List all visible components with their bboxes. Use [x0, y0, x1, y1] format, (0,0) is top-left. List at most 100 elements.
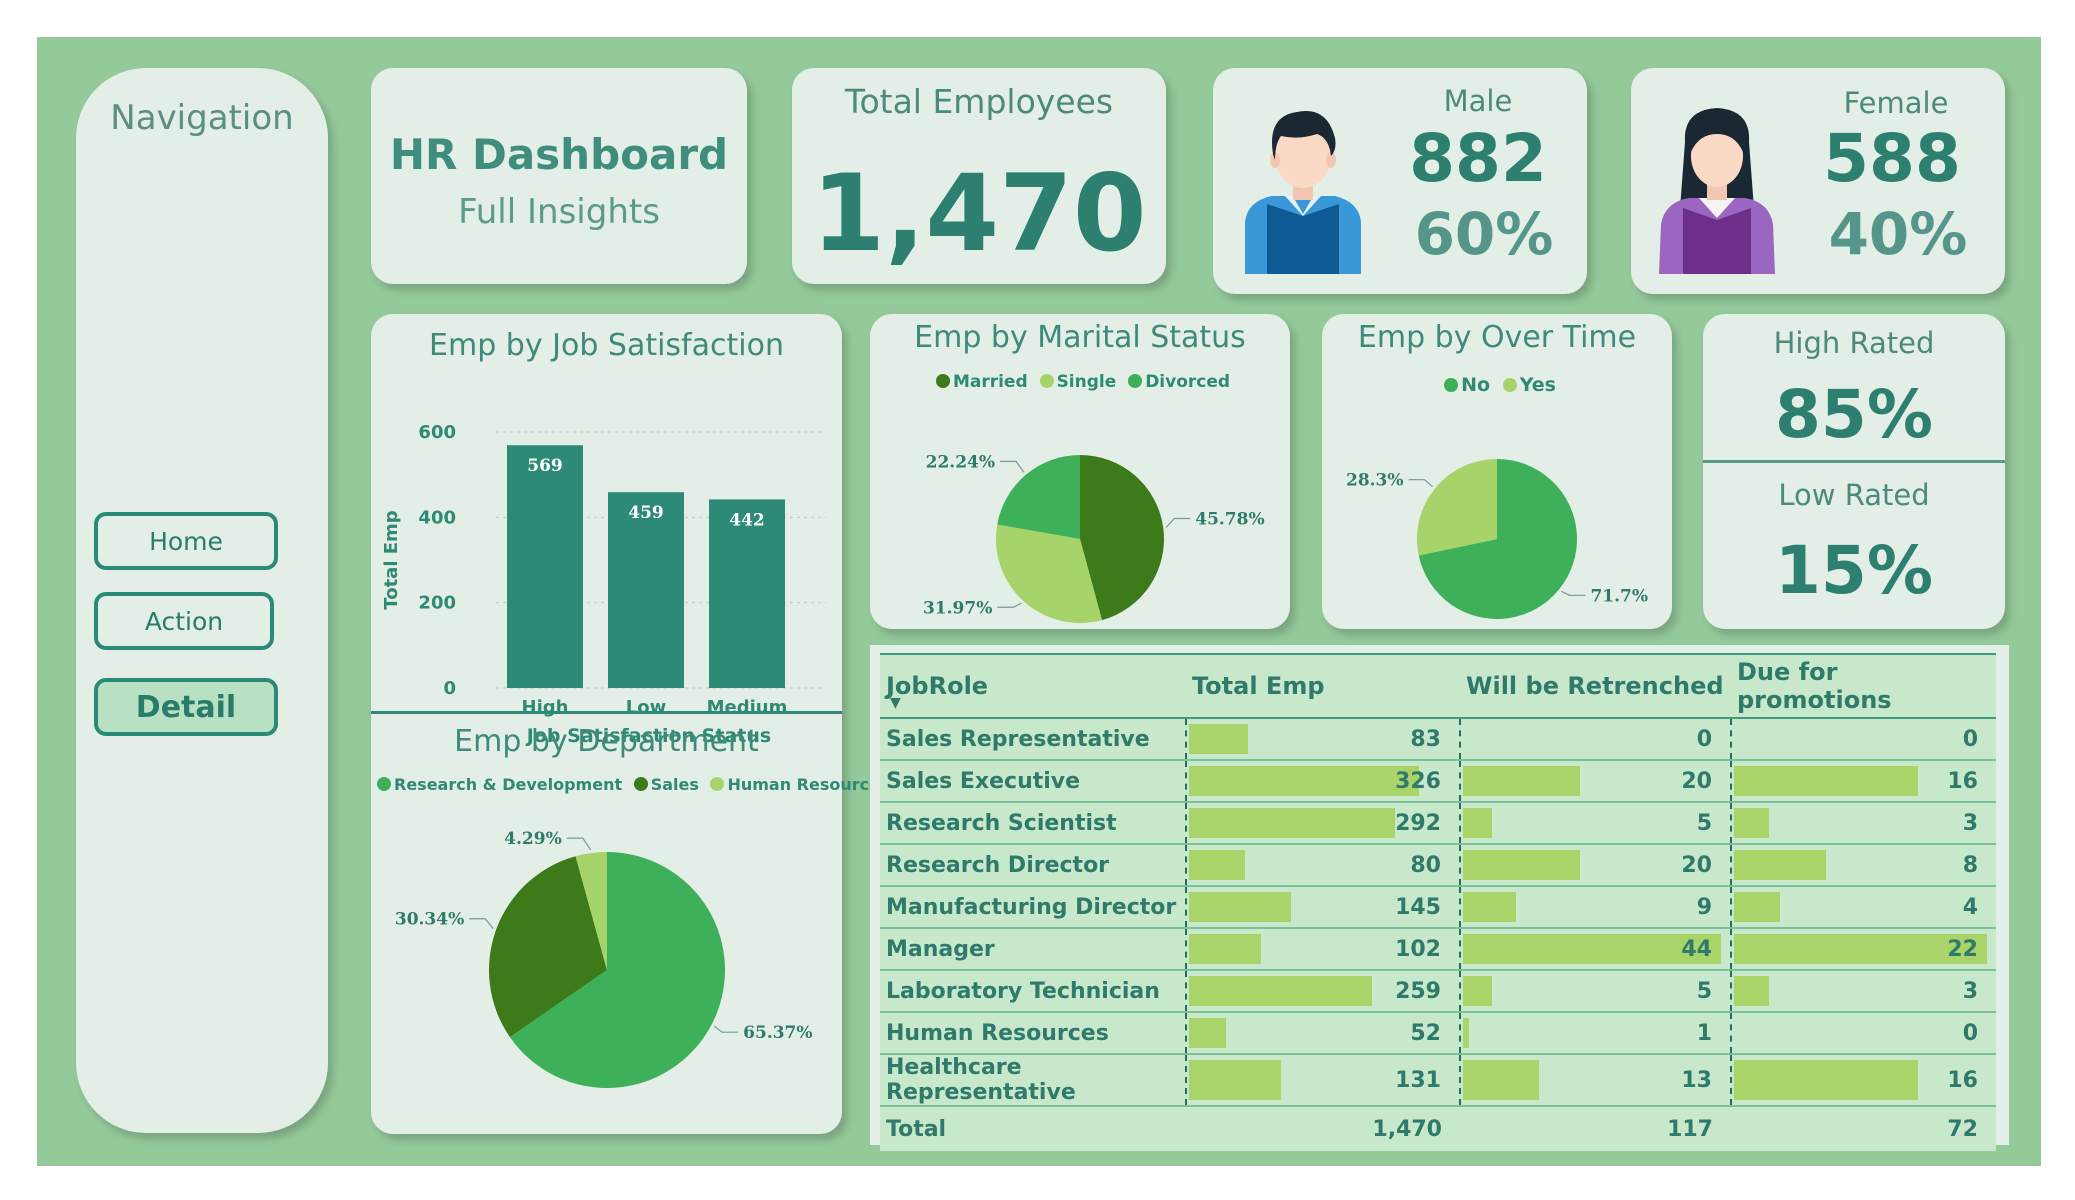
- rating-card: High Rated 85% Low Rated 15%: [1703, 314, 2005, 629]
- cell-total: 52: [1185, 1012, 1460, 1055]
- cell-job-role: Research Scientist: [880, 802, 1186, 845]
- cell-value: 5: [1696, 810, 1712, 836]
- cell-value: 9: [1696, 894, 1712, 920]
- retrenched-data-bar: [1463, 1018, 1469, 1048]
- table-row[interactable]: Healthcare Representative 131 13 16: [880, 1054, 1996, 1107]
- bar-medium[interactable]: [709, 499, 785, 688]
- total-data-bar: [1189, 1060, 1282, 1100]
- cell-retrenched: 20: [1459, 844, 1731, 887]
- legend-dot: [1444, 378, 1459, 392]
- job-role-table: JobRole ▼ Total Emp Will be Retrenched Du…: [880, 653, 1996, 1151]
- cell-retrenched: 0: [1459, 718, 1731, 761]
- table-row[interactable]: Sales Representative 83 0 0: [880, 718, 1996, 761]
- pie-data-label: 71.7%: [1590, 586, 1648, 606]
- pie-data-label: 45.78%: [1195, 510, 1264, 530]
- cell-promotions: 22: [1730, 928, 1996, 971]
- cell-value: 83: [1410, 726, 1441, 752]
- table-row[interactable]: Research Scientist 292 5 3: [880, 802, 1996, 845]
- x-tick-label: High: [522, 697, 569, 718]
- total-cell-retrenched: 117: [1460, 1106, 1731, 1151]
- pie-slice-sales[interactable]: [489, 856, 607, 1038]
- navigation-title: Navigation: [110, 98, 294, 138]
- leader-line: [1000, 460, 1025, 473]
- table-row[interactable]: Sales Executive 326 20 16: [880, 760, 1996, 803]
- page-title: HR Dashboard: [389, 130, 729, 179]
- pie-slice-research-development[interactable]: [509, 852, 725, 1088]
- pie-slice-married[interactable]: [1080, 455, 1164, 621]
- total-data-bar: [1189, 850, 1246, 880]
- cell-retrenched: 20: [1459, 760, 1731, 803]
- bar-low[interactable]: [608, 492, 684, 688]
- pie-data-label: 22.24%: [926, 452, 995, 472]
- leader-line: [1165, 517, 1191, 528]
- bar-value-label: 442: [729, 510, 765, 530]
- legend-dot: [1502, 378, 1517, 392]
- table-row[interactable]: Laboratory Technician 259 5 3: [880, 970, 1996, 1013]
- bar-value-label: 569: [527, 456, 563, 476]
- detail-button[interactable]: Detail: [94, 678, 278, 736]
- pie-data-label: 65.37%: [743, 1023, 812, 1043]
- card-divider: [371, 711, 842, 714]
- job-satisfaction-chart: 0 200 400 600 Total Emp 569 High 459 Low 442 Mediu…: [381, 422, 826, 747]
- cell-total: 131: [1185, 1054, 1460, 1107]
- cell-value: 4: [1962, 894, 1978, 920]
- retrenched-data-bar: [1463, 766, 1581, 796]
- action-button[interactable]: Action: [94, 592, 274, 650]
- x-tick-label: Low: [626, 697, 666, 718]
- table-total-row: Total 1,470 117 72: [880, 1106, 1996, 1151]
- cell-retrenched: 5: [1459, 970, 1731, 1013]
- column-header-due-for-promotions[interactable]: Due for promotions: [1731, 653, 1996, 719]
- over-time-legend: No Yes: [1322, 374, 1672, 396]
- column-header-total-emp[interactable]: Total Emp: [1186, 653, 1460, 719]
- cell-retrenched: 1: [1459, 1012, 1731, 1055]
- legend-item-research-development: Research & Development: [394, 775, 623, 794]
- leader-line: [566, 837, 592, 851]
- total-value: 1,470: [1372, 1116, 1442, 1142]
- pie-slice-yes[interactable]: [1417, 459, 1497, 556]
- cell-total: 80: [1185, 844, 1460, 887]
- cell-value: 131: [1395, 1067, 1441, 1093]
- column-header-jobrole[interactable]: JobRole ▼: [880, 653, 1186, 719]
- high-rated-value: 85%: [1775, 376, 1933, 453]
- total-value: 72: [1947, 1116, 1978, 1142]
- total-employees-label: Total Employees: [844, 82, 1114, 121]
- retrenched-data-bar: [1463, 808, 1493, 838]
- column-header-will-be-retrenched[interactable]: Will be Retrenched: [1460, 653, 1731, 719]
- cell-value: 5: [1696, 978, 1712, 1004]
- total-data-bar: [1189, 808, 1395, 838]
- cell-retrenched: 5: [1459, 802, 1731, 845]
- y-tick-label: 600: [418, 422, 456, 443]
- total-cell-promotions: 72: [1731, 1106, 1996, 1151]
- pie-slice-human-resources[interactable]: [575, 852, 607, 970]
- bar-high[interactable]: [507, 445, 583, 688]
- cell-value: 326: [1395, 768, 1441, 794]
- pie-slice-single[interactable]: [996, 524, 1102, 623]
- total-cell-total: 1,470: [1186, 1106, 1460, 1151]
- total-data-bar: [1189, 892, 1292, 922]
- pie-slice-no[interactable]: [1418, 459, 1577, 619]
- y-tick-label: 0: [443, 678, 456, 699]
- retrenched-data-bar: [1463, 934, 1721, 964]
- table-row[interactable]: Research Director 80 20 8: [880, 844, 1996, 887]
- table-row[interactable]: Manager 102 44 22: [880, 928, 1996, 971]
- y-tick-label: 200: [418, 593, 456, 614]
- satisfaction-department-card: Emp by Job Satisfaction 0 200 400 600 Total …: [371, 314, 890, 1134]
- cell-value: 102: [1395, 936, 1441, 962]
- table-row[interactable]: Manufacturing Director 145 9 4: [880, 886, 1996, 929]
- cell-value: 20: [1681, 852, 1712, 878]
- male-count: 882: [1409, 120, 1547, 197]
- page-subtitle: Full Insights: [458, 192, 660, 232]
- sort-down-icon[interactable]: ▼: [890, 695, 901, 711]
- cell-job-role: Laboratory Technician: [880, 970, 1186, 1013]
- promotions-data-bar: [1734, 808, 1769, 838]
- male-label: Male: [1443, 84, 1513, 118]
- home-button[interactable]: Home: [94, 512, 278, 570]
- cell-job-role: Manager: [880, 928, 1186, 971]
- cell-value: 52: [1410, 1020, 1441, 1046]
- cell-value: 16: [1947, 768, 1978, 794]
- female-card: Female 588 40%: [1631, 68, 2005, 294]
- table-row[interactable]: Human Resources 52 1 0: [880, 1012, 1996, 1055]
- cell-promotions: 4: [1730, 886, 1996, 929]
- pie-slice-divorced[interactable]: [997, 455, 1080, 539]
- cell-total: 259: [1185, 970, 1460, 1013]
